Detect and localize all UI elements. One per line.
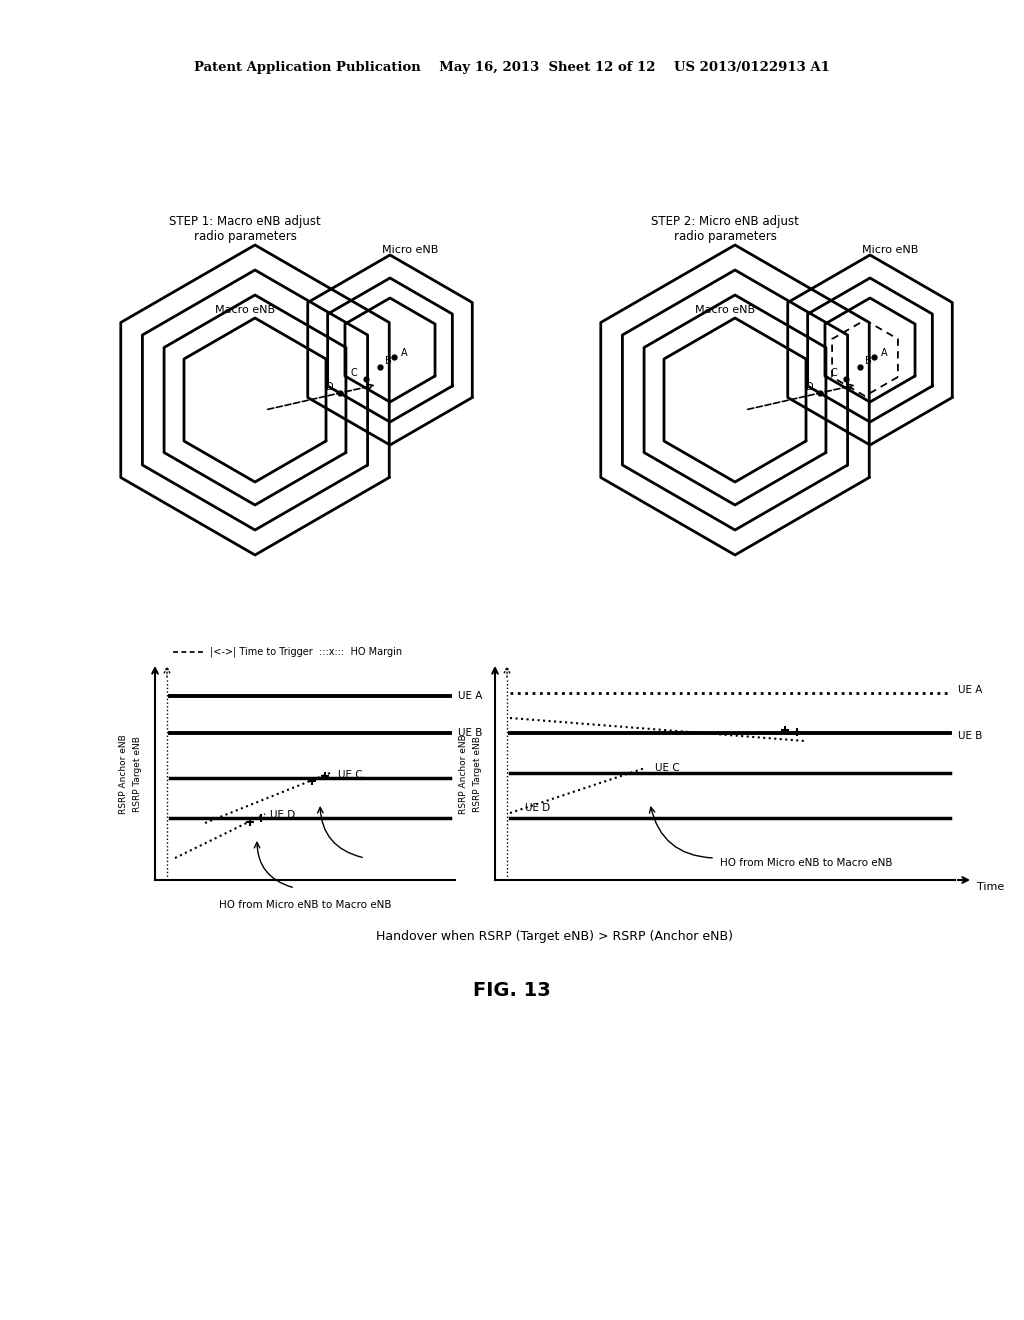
Text: B: B [865,356,871,366]
Text: RSRP Anchor eNB: RSRP Anchor eNB [119,734,128,814]
Text: UE A: UE A [958,685,982,696]
Text: C: C [830,368,838,378]
Text: Time: Time [977,882,1005,892]
Text: A: A [881,348,888,358]
Text: STEP 1: Macro eNB adjust
radio parameters: STEP 1: Macro eNB adjust radio parameter… [169,215,321,243]
Text: B: B [385,356,392,366]
Text: FIG. 13: FIG. 13 [473,981,551,999]
Text: D: D [806,381,814,392]
Text: UE D: UE D [525,803,550,813]
Text: D: D [327,381,334,392]
Text: A: A [401,348,408,358]
Text: UE B: UE B [458,729,482,738]
Text: RSRP Target eNB: RSRP Target eNB [132,737,141,812]
Text: UE C: UE C [338,770,362,780]
Text: UE D: UE D [270,810,295,820]
Text: C: C [350,368,357,378]
Text: UE B: UE B [958,731,982,741]
Text: HO from Micro eNB to Macro eNB: HO from Micro eNB to Macro eNB [720,858,893,869]
Text: RSRP Target eNB: RSRP Target eNB [472,737,481,812]
Text: Macro eNB: Macro eNB [695,305,755,315]
Text: UE C: UE C [655,763,680,774]
Text: RSRP Anchor eNB: RSRP Anchor eNB [459,734,468,814]
Text: |<->| Time to Trigger  :::x:::  HO Margin: |<->| Time to Trigger :::x::: HO Margin [210,647,402,657]
Text: Handover when RSRP (Target eNB) > RSRP (Anchor eNB): Handover when RSRP (Target eNB) > RSRP (… [377,931,733,942]
Text: Macro eNB: Macro eNB [215,305,275,315]
Text: Micro eNB: Micro eNB [862,246,919,255]
Text: UE A: UE A [458,690,482,701]
Text: Micro eNB: Micro eNB [382,246,438,255]
Text: Patent Application Publication    May 16, 2013  Sheet 12 of 12    US 2013/012291: Patent Application Publication May 16, 2… [195,62,829,74]
Text: HO from Micro eNB to Macro eNB: HO from Micro eNB to Macro eNB [219,900,391,909]
Text: STEP 2: Micro eNB adjust
radio parameters: STEP 2: Micro eNB adjust radio parameter… [651,215,799,243]
